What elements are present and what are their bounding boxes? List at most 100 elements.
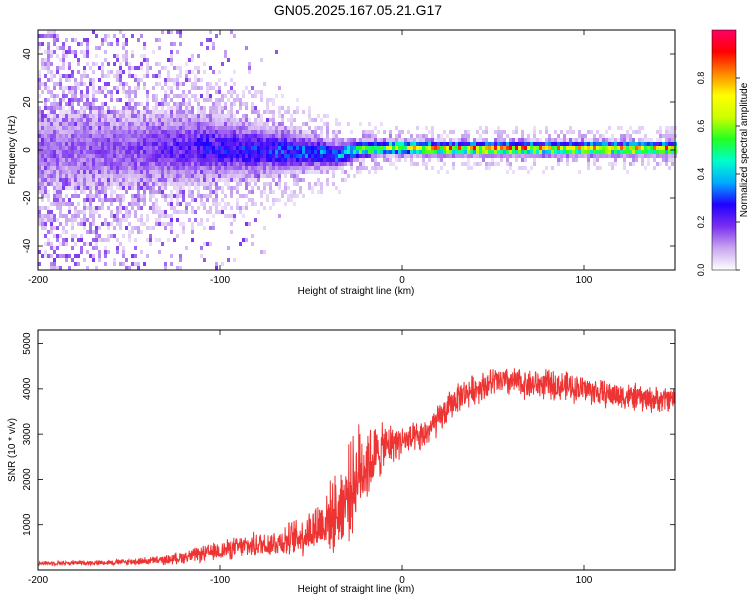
spectrogram-cell (200, 246, 203, 250)
spectrogram-cell (275, 126, 278, 130)
spectrogram-cell (149, 126, 152, 130)
spectrogram-cell (179, 70, 182, 74)
spectrogram-cell (173, 78, 176, 82)
spectrogram-cell (158, 218, 161, 222)
spectrogram-cell (215, 142, 218, 146)
spectrogram-cell (92, 30, 95, 34)
spectrogram-cell (299, 146, 302, 150)
spectrogram-cell (62, 46, 65, 50)
spectrogram-cell (590, 146, 593, 150)
spectrogram-cell (665, 134, 668, 138)
spectrogram-cell (152, 74, 155, 78)
spectrogram-cell (323, 154, 326, 158)
spectrogram-cell (41, 90, 44, 94)
spectrogram-cell (176, 30, 179, 34)
spectrogram-cell (59, 154, 62, 158)
spectrogram-cell (284, 202, 287, 206)
spectrogram-cell (83, 154, 86, 158)
spectrogram-cell (479, 146, 482, 150)
spectrogram-cell (173, 130, 176, 134)
spectrogram-cell (131, 118, 134, 122)
spectrogram-cell (179, 202, 182, 206)
spectrogram-cell (296, 194, 299, 198)
spectrogram-cell (38, 174, 41, 178)
spectrogram-cell (89, 202, 92, 206)
spectrogram-cell (305, 134, 308, 138)
spectrogram-cell (83, 142, 86, 146)
spectrogram-cell (89, 170, 92, 174)
spectrogram-cell (83, 186, 86, 190)
spectrogram-cell (422, 138, 425, 142)
spectrogram-cell (155, 38, 158, 42)
spectrogram-cell (80, 114, 83, 118)
spectrogram-cell (335, 150, 338, 154)
spectrogram-cell (638, 154, 641, 158)
spectrogram-cell (560, 146, 563, 150)
spectrogram-cell (143, 198, 146, 202)
spectrogram-cell (149, 146, 152, 150)
spectrogram-cell (71, 202, 74, 206)
spectrogram-cell (47, 130, 50, 134)
spectrogram-cell (200, 158, 203, 162)
spectrogram-cell (305, 154, 308, 158)
spectrogram-cell (497, 146, 500, 150)
spectrogram-cell (179, 142, 182, 146)
spectrogram-cell (161, 182, 164, 186)
spectrogram-cell (149, 110, 152, 114)
spectrogram-cell (173, 82, 176, 86)
spectrogram-cell (599, 146, 602, 150)
spectrogram-cell (59, 194, 62, 198)
spectrogram-cell (548, 150, 551, 154)
spectrogram-cell (659, 150, 662, 154)
spectrogram-cell (266, 154, 269, 158)
spectrogram-cell (452, 166, 455, 170)
spectrogram-cell (62, 242, 65, 246)
spectrogram-cell (317, 134, 320, 138)
spectrogram-cell (221, 174, 224, 178)
spectrogram-cell (68, 46, 71, 50)
spectrogram-cell (74, 78, 77, 82)
spectrogram-cell (125, 106, 128, 110)
spectrogram-cell (50, 30, 53, 34)
spectrogram-cell (218, 86, 221, 90)
spectrogram-cell (224, 154, 227, 158)
spectrogram-cell (344, 138, 347, 142)
spectrogram-cell (230, 206, 233, 210)
spectrogram-x-tick-label: 0 (399, 275, 405, 286)
spectrogram-cell (215, 158, 218, 162)
spectrogram-cell (152, 186, 155, 190)
spectrogram-cell (290, 114, 293, 118)
spectrogram-cell (47, 210, 50, 214)
spectrogram-cell (164, 210, 167, 214)
spectrogram-cell (230, 110, 233, 114)
spectrogram-cell (113, 114, 116, 118)
spectrogram-cell (98, 66, 101, 70)
spectrogram-cell (137, 66, 140, 70)
spectrogram-cell (80, 98, 83, 102)
spectrogram-cell (449, 130, 452, 134)
spectrogram-cell (614, 158, 617, 162)
spectrogram-cell (659, 162, 662, 166)
spectrogram-cell (272, 202, 275, 206)
spectrogram-cell (122, 186, 125, 190)
spectrogram-cell (215, 198, 218, 202)
spectrogram-cell (155, 74, 158, 78)
spectrogram-cell (326, 134, 329, 138)
spectrogram-cell (164, 222, 167, 226)
spectrogram-cell (200, 154, 203, 158)
spectrogram-cell (53, 198, 56, 202)
spectrogram-cell (227, 178, 230, 182)
spectrogram-cell (44, 34, 47, 38)
spectrogram-cell (179, 158, 182, 162)
spectrogram-cell (665, 138, 668, 142)
spectrogram-cell (341, 178, 344, 182)
spectrogram-cell (209, 30, 212, 34)
spectrogram-cell (530, 142, 533, 146)
spectrogram-cell (209, 182, 212, 186)
spectrogram-cell (326, 154, 329, 158)
spectrogram-cell (194, 114, 197, 118)
spectrogram-cell (233, 130, 236, 134)
spectrogram-cell (341, 170, 344, 174)
spectrogram-cell (431, 154, 434, 158)
spectrogram-cell (323, 166, 326, 170)
